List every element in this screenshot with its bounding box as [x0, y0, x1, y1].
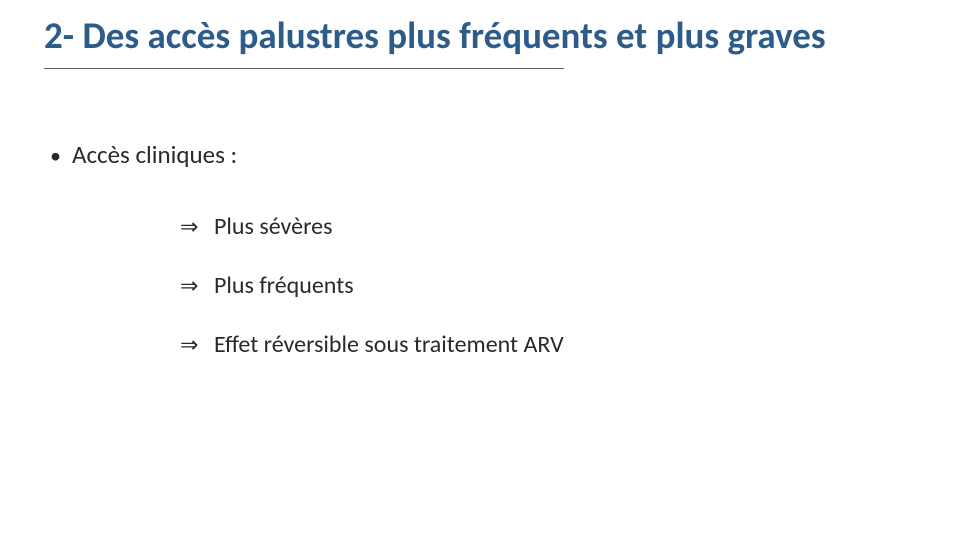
bullet-level2-text: Plus sévères [214, 212, 332, 241]
double-arrow-icon: ⇒ [180, 216, 214, 238]
slide-body: • Accès cliniques : ⇒ Plus sévères ⇒ Plu… [44, 139, 916, 359]
bullet-level2-group: ⇒ Plus sévères ⇒ Plus fréquents ⇒ Effet … [50, 212, 916, 359]
double-arrow-icon: ⇒ [180, 334, 214, 356]
bullet-level2-text: Effet réversible sous traitement ARV [214, 330, 564, 359]
slide: 2- Des accès palustres plus fréquents et… [0, 0, 960, 540]
title-underline [44, 68, 564, 69]
slide-title: 2- Des accès palustres plus fréquents et… [44, 14, 916, 58]
bullet-level2-text: Plus fréquents [214, 271, 354, 300]
bullet-level1: • Accès cliniques : [50, 139, 916, 170]
bullet-level2: ⇒ Effet réversible sous traitement ARV [180, 330, 916, 359]
bullet-level2: ⇒ Plus fréquents [180, 271, 916, 300]
bullet-level2: ⇒ Plus sévères [180, 212, 916, 241]
bullet-dot-icon: • [50, 145, 72, 167]
bullet-level1-text: Accès cliniques : [72, 139, 237, 170]
double-arrow-icon: ⇒ [180, 275, 214, 297]
